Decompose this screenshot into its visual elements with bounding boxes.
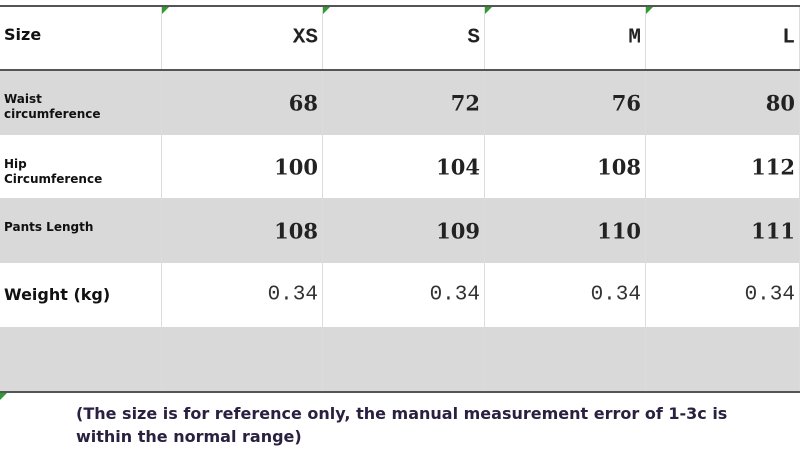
table-cell: Pants Length xyxy=(0,198,162,263)
table-cell: Weight (kg) xyxy=(0,263,162,327)
table-cell xyxy=(646,327,800,392)
cell-value: 68 xyxy=(288,90,318,115)
table-cell xyxy=(323,327,485,392)
note: (The size is for reference only, the man… xyxy=(76,404,728,446)
header-label: Size xyxy=(4,25,42,44)
table-cell: Size xyxy=(0,5,162,70)
table-cell xyxy=(0,327,162,392)
table-cell xyxy=(485,327,646,392)
cell-value: 108 xyxy=(597,154,641,179)
table-cell: 0.34 xyxy=(323,263,485,327)
row-label: Pants Length xyxy=(4,220,94,234)
cell-value: 0.34 xyxy=(590,283,641,307)
size-header: L xyxy=(782,26,795,49)
corner-marker xyxy=(162,7,169,14)
size-header: XS xyxy=(292,26,318,49)
cell-value: 0.34 xyxy=(267,283,318,307)
cell-value: 110 xyxy=(597,218,641,243)
table-cell: XS xyxy=(162,5,323,70)
table-cell: 104 xyxy=(323,135,485,198)
table-cell: S xyxy=(323,5,485,70)
table-cell: 0.34 xyxy=(485,263,646,327)
cell-value: 112 xyxy=(751,154,795,179)
table-cell: 0.34 xyxy=(646,263,800,327)
border-line xyxy=(0,69,800,71)
size-header: S xyxy=(467,26,480,49)
table-cell: 108 xyxy=(485,135,646,198)
table-cell: 100 xyxy=(162,135,323,198)
size-header: M xyxy=(628,26,641,49)
row-label: Hip Circumference xyxy=(4,157,103,186)
corner-marker xyxy=(646,7,653,14)
cell-value: 72 xyxy=(450,90,480,115)
row-label: Weight (kg) xyxy=(4,285,111,304)
border-line xyxy=(0,391,800,393)
table-cell: Hip Circumference xyxy=(0,135,162,198)
table-cell: 111 xyxy=(646,198,800,263)
cell-value: 0.34 xyxy=(429,283,480,307)
table-cell: 68 xyxy=(162,70,323,135)
table-cell: 109 xyxy=(323,198,485,263)
cell-value: 100 xyxy=(274,154,318,179)
table-cell: 110 xyxy=(485,198,646,263)
row-label: Waist circumference xyxy=(4,92,101,121)
table-cell: 108 xyxy=(162,198,323,263)
table-cell: 72 xyxy=(323,70,485,135)
table-cell: 0.34 xyxy=(162,263,323,327)
table-cell: 80 xyxy=(646,70,800,135)
cell-value: 80 xyxy=(765,90,795,115)
cell-value: 111 xyxy=(751,218,795,243)
border-line xyxy=(0,5,800,7)
cell-value: 108 xyxy=(274,218,318,243)
corner-marker xyxy=(323,7,330,14)
table-cell: Waist circumference xyxy=(0,70,162,135)
cell-value: 109 xyxy=(436,218,480,243)
table-cell: 112 xyxy=(646,135,800,198)
cell-value: 0.34 xyxy=(744,283,795,307)
cell-value: 104 xyxy=(436,154,480,179)
table-cell xyxy=(162,327,323,392)
corner-marker xyxy=(485,7,492,14)
table-cell: L xyxy=(646,5,800,70)
table-cell: 76 xyxy=(485,70,646,135)
table-cell: M xyxy=(485,5,646,70)
corner-marker xyxy=(0,393,7,400)
cell-value: 76 xyxy=(611,90,641,115)
